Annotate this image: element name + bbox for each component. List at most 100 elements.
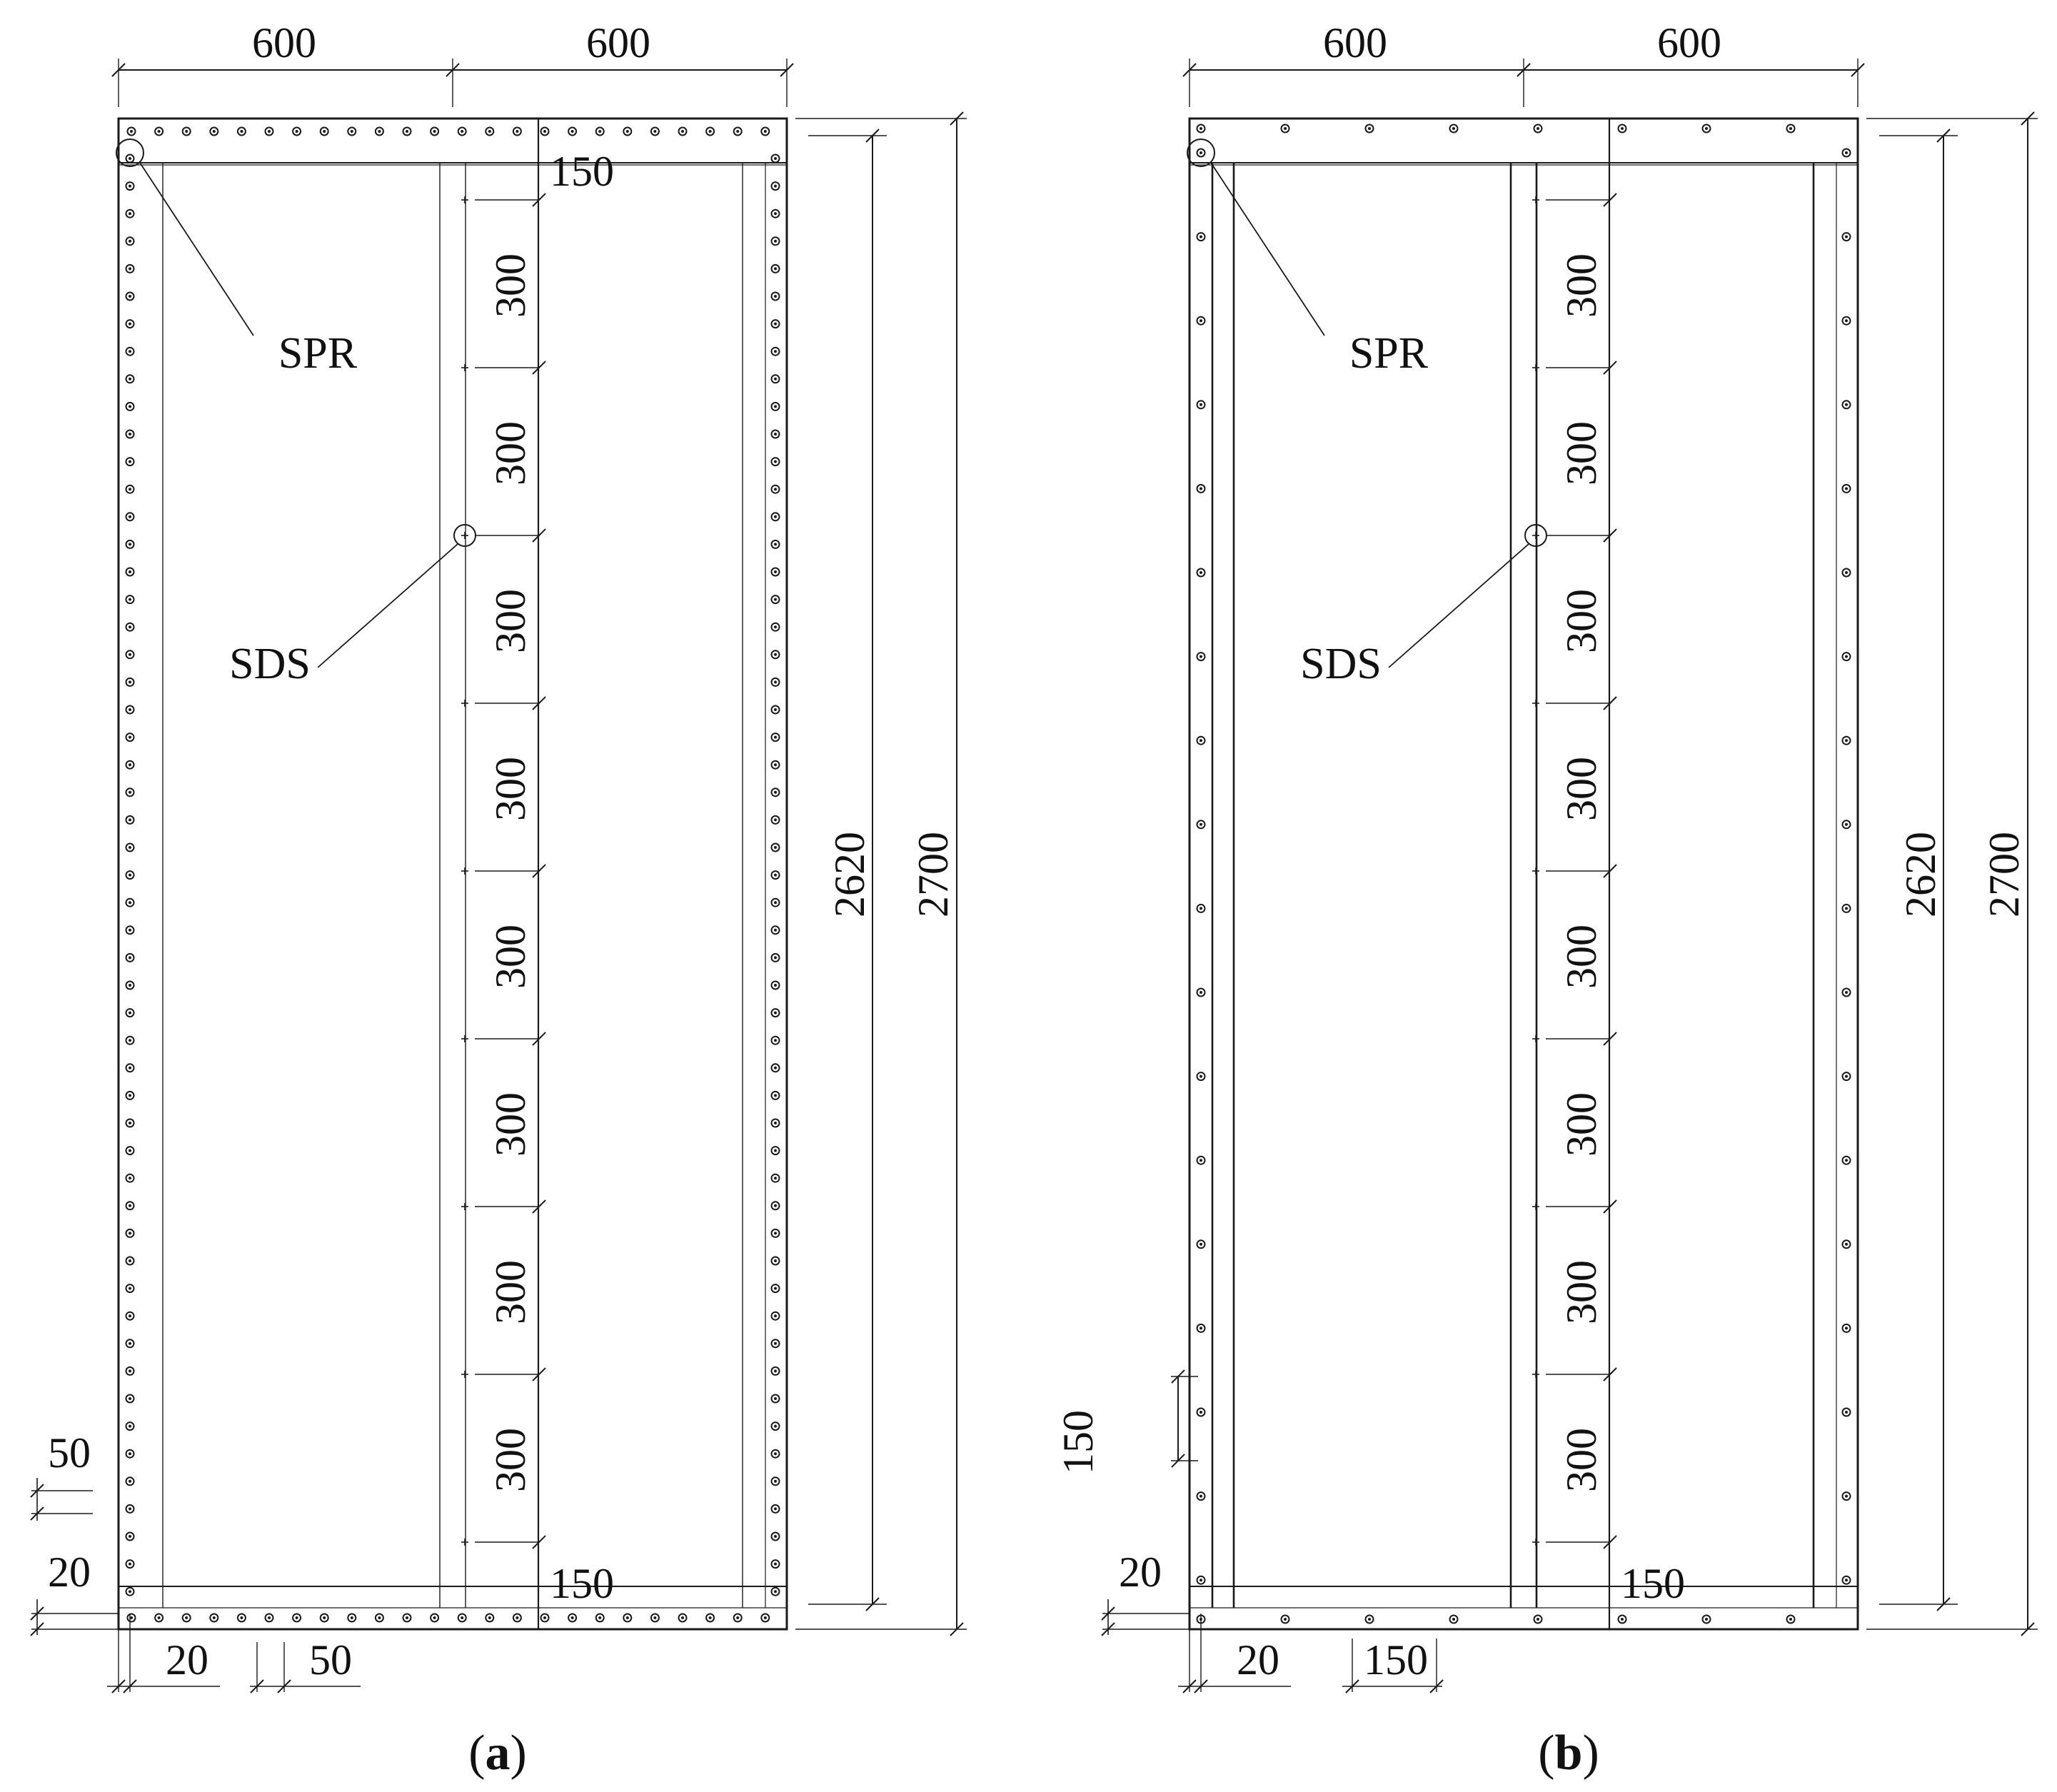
fastener-center (1705, 1618, 1708, 1621)
dimension-tick (2021, 1622, 2035, 1636)
top-edge-dim-a: 150 (550, 148, 614, 195)
fastener-marker (1449, 124, 1459, 134)
left-small-dim-bottom-a: 20 (48, 1549, 91, 1596)
dimension-tick (1603, 1367, 1617, 1381)
dimension-tick (532, 1367, 546, 1381)
fastener-marker (770, 705, 780, 715)
fastener-center (129, 295, 131, 298)
fastener-marker (1841, 735, 1851, 745)
fastener-center (129, 460, 131, 463)
fastener-marker (1841, 400, 1851, 410)
fastener-center (129, 1094, 131, 1097)
dimension-tick (532, 864, 546, 878)
fastener-center (129, 680, 131, 684)
fastener-marker (1364, 124, 1374, 134)
fastener-center (774, 1562, 777, 1566)
fastener-center (129, 543, 131, 546)
fastener-marker (125, 677, 135, 687)
fastener-marker (485, 126, 495, 136)
fastener-marker (347, 126, 357, 136)
fastener-center (323, 1616, 326, 1619)
fastener-marker (770, 1173, 780, 1183)
spacing-label: 300 (487, 421, 534, 485)
fastener-marker (125, 1035, 135, 1045)
fastener-center (129, 1177, 131, 1180)
fastener-marker (125, 1476, 135, 1486)
fastener-marker (770, 291, 780, 301)
fastener-marker (319, 126, 329, 136)
fastener-center (774, 625, 777, 629)
spacing-label: 300 (487, 757, 534, 821)
fastener-center (774, 1342, 777, 1345)
fastener-marker (125, 1394, 135, 1404)
fastener-marker (125, 952, 135, 962)
fastener-marker (125, 760, 135, 770)
fastener-marker (770, 1118, 780, 1128)
left-small-dim-top-a: 50 (48, 1429, 91, 1476)
edge-fasteners-b (1196, 124, 1851, 1624)
dimension-tick (950, 1622, 964, 1636)
fastener-center (130, 130, 133, 133)
fastener-marker (125, 925, 135, 935)
spacing-label: 300 (487, 1260, 534, 1324)
fastener-center (774, 405, 777, 408)
dimension-tick (1171, 1454, 1185, 1468)
fastener-marker (770, 512, 780, 522)
fastener-marker (678, 1613, 688, 1623)
fastener-center (461, 130, 464, 133)
bottom-small-dim-left-b: 20 (1237, 1636, 1279, 1683)
fastener-marker (125, 429, 135, 439)
fastener-marker (319, 1613, 329, 1623)
fastener-marker (125, 1339, 135, 1349)
fastener-center (433, 130, 436, 133)
fastener-center (774, 708, 777, 711)
fastener-center (774, 212, 777, 216)
fastener-marker (125, 595, 135, 605)
fastener-marker (125, 1559, 135, 1569)
fastener-center (1789, 127, 1792, 130)
fastener-center (1284, 1618, 1287, 1621)
fastener-center (774, 488, 777, 491)
fastener-marker (125, 236, 135, 246)
fastener-marker (125, 291, 135, 301)
fastener-center (774, 322, 777, 326)
sds-callout-leader (1388, 543, 1529, 668)
fastener-center (1845, 1411, 1848, 1414)
fastener-center (1537, 127, 1539, 130)
fastener-marker (540, 126, 550, 136)
fastener-marker (125, 980, 135, 990)
fastener-marker (595, 126, 605, 136)
fastener-marker (1533, 124, 1543, 134)
fastener-center (212, 1616, 216, 1619)
fastener-center (129, 901, 131, 905)
fastener-marker (770, 1366, 780, 1376)
fastener-center (1845, 1242, 1848, 1246)
fastener-center (129, 515, 131, 518)
fastener-center (774, 1232, 777, 1235)
caption-letter-a: a (486, 1726, 511, 1781)
dimension-tick (30, 1506, 44, 1521)
fastener-marker (540, 1613, 550, 1623)
fastener-marker (125, 650, 135, 660)
fastener-marker (1449, 1614, 1459, 1624)
dimension-tick (865, 1597, 880, 1611)
fastener-marker (1841, 1323, 1851, 1333)
fastener-center (774, 239, 777, 243)
spr-callout-circle (1187, 139, 1215, 167)
fastener-center (1845, 1579, 1848, 1582)
fastener-center (1845, 235, 1848, 238)
fastener-center (774, 928, 777, 932)
fastener-marker (1841, 652, 1851, 662)
wall-frame-a (116, 117, 788, 1631)
fastener-marker (125, 1504, 135, 1514)
dimension-tick (532, 528, 546, 543)
fastener-marker (770, 1531, 780, 1541)
fastener-center (129, 928, 131, 932)
fastener-center (1200, 991, 1202, 994)
fastener-marker (1841, 1072, 1851, 1082)
fastener-center (129, 570, 131, 573)
fastener-center (129, 1590, 131, 1594)
fastener-center (774, 1066, 777, 1069)
sheathing-outline (1188, 117, 1859, 1631)
